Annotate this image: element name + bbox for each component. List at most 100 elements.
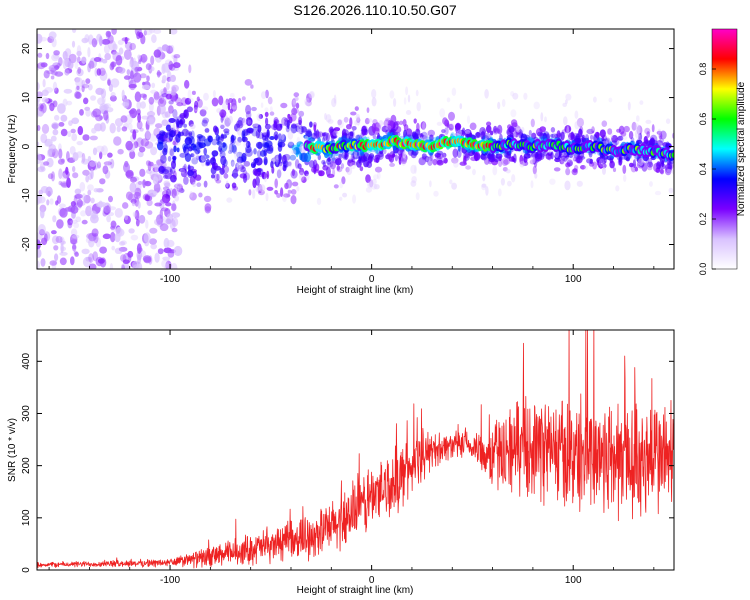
spectrogram-cell xyxy=(388,153,393,161)
spectrogram-cell xyxy=(550,133,555,138)
spectrogram-cell xyxy=(485,186,489,196)
spectrogram-cell xyxy=(92,108,102,118)
spectrogram-cell xyxy=(275,155,279,165)
spectrogram-cell xyxy=(60,114,68,122)
spectrogram-cell xyxy=(389,162,395,167)
spectrogram-cell xyxy=(532,157,537,165)
spectrogram-cell xyxy=(569,157,576,162)
spectrogram-cell xyxy=(187,89,192,100)
spectrogram-x-tick-label: 100 xyxy=(565,274,582,285)
spectrogram-cell xyxy=(436,153,444,160)
spectrogram-cell xyxy=(444,127,449,135)
spectrogram-cell xyxy=(130,234,139,241)
spectrogram-cell xyxy=(264,107,269,113)
spectrogram-cell xyxy=(286,119,290,130)
spectrogram-cell xyxy=(318,170,323,177)
spectrogram-cell xyxy=(91,228,99,237)
spectrogram-cell xyxy=(560,156,567,165)
spectrogram-cell xyxy=(47,173,54,180)
spectrogram-cell xyxy=(219,148,223,155)
colorbar-tick-label: 0.0 xyxy=(698,263,708,276)
spectrogram-cell xyxy=(190,153,195,158)
spectrogram-cell xyxy=(51,171,55,182)
spectrogram-cell xyxy=(199,109,207,117)
spectrogram-cell xyxy=(166,76,172,82)
spectrogram-cell xyxy=(316,129,320,139)
spectrogram-cell xyxy=(598,158,605,168)
spectrogram-cell xyxy=(158,103,166,115)
spectrogram-cell xyxy=(602,166,606,175)
spectrogram-cell xyxy=(121,102,129,107)
spectrogram-cell xyxy=(565,167,571,176)
spectrogram-cell xyxy=(99,151,103,160)
spectrogram-cell xyxy=(149,227,158,234)
spectrogram-cell xyxy=(130,70,134,80)
spectrogram-cell xyxy=(521,126,525,134)
colorbar-tick-label: 0.2 xyxy=(698,213,708,226)
spectrogram-cell xyxy=(173,54,181,59)
spectrogram-cell xyxy=(352,150,360,160)
spectrogram-cell xyxy=(211,138,218,146)
spectrogram-cell xyxy=(552,131,556,138)
spectrogram-cell xyxy=(77,67,82,74)
spectrogram-cell xyxy=(204,127,210,133)
spectrogram-cell xyxy=(88,263,97,269)
spectrogram-cell xyxy=(224,117,231,127)
spectrogram-cell xyxy=(634,166,639,172)
spectrogram-cell xyxy=(139,73,147,79)
spectrogram-cell xyxy=(598,163,603,169)
spectrogram-cell xyxy=(416,102,421,112)
spectrogram-cell xyxy=(636,115,640,122)
spectrogram-cell xyxy=(513,130,517,140)
spectrogram-cell xyxy=(64,69,70,76)
snr-panel: -100 0 100 0 100 200 300 400 Height of straigh… xyxy=(7,329,675,596)
spectrogram-cell xyxy=(519,161,525,168)
spectrogram-cell xyxy=(371,150,374,156)
spectrogram-cell xyxy=(99,122,106,132)
spectrogram-cell xyxy=(170,262,178,269)
spectrogram-cell xyxy=(256,113,262,122)
spectrogram-cell xyxy=(81,79,86,87)
spectrogram-cell xyxy=(138,214,146,224)
spectrogram-cell xyxy=(80,210,87,217)
spectrogram-cell xyxy=(372,119,378,125)
spectrogram-cell xyxy=(371,89,377,99)
spectrogram-cell xyxy=(81,37,89,44)
spectrogram-cell xyxy=(486,125,492,133)
spectrogram-cell xyxy=(137,201,141,209)
spectrogram-cell xyxy=(177,186,182,195)
spectrogram-cell xyxy=(351,161,356,165)
spectrogram-cell xyxy=(296,186,300,192)
spectrogram-cell xyxy=(176,102,184,107)
spectrogram-cell xyxy=(115,55,123,66)
spectrogram-cell xyxy=(79,181,86,192)
spectrogram-cell xyxy=(405,128,413,137)
spectrogram-cell xyxy=(154,202,163,207)
spectrogram-cell xyxy=(288,140,294,146)
spectrogram-cell xyxy=(60,128,68,137)
spectrogram-cell xyxy=(374,154,381,160)
spectrogram-cell xyxy=(416,122,420,132)
spectrogram-cell xyxy=(112,43,118,51)
spectrogram-cell xyxy=(183,176,189,185)
spectrogram-cell xyxy=(185,136,194,142)
spectrogram-cell xyxy=(139,127,144,132)
spectrogram-cell xyxy=(183,123,188,128)
spectrogram-cell xyxy=(54,87,59,94)
spectrogram-cell xyxy=(137,254,142,264)
spectrogram-cell xyxy=(225,180,229,188)
spectrogram-cell xyxy=(636,125,643,136)
spectrogram-cell xyxy=(165,93,172,100)
spectrogram-cell xyxy=(145,219,149,229)
spectrogram-cell xyxy=(554,153,562,160)
spectrogram-cell xyxy=(51,53,60,62)
spectrogram-cell xyxy=(472,168,476,176)
spectrogram-cell xyxy=(132,129,137,140)
spectrogram-cell xyxy=(291,106,298,116)
spectrogram-cell xyxy=(39,104,44,110)
spectrogram-cell xyxy=(228,115,233,124)
spectrogram-cell xyxy=(37,248,42,258)
spectrogram-cell xyxy=(71,133,78,142)
spectrogram-cell xyxy=(291,107,298,116)
spectrogram-cell xyxy=(202,106,209,111)
